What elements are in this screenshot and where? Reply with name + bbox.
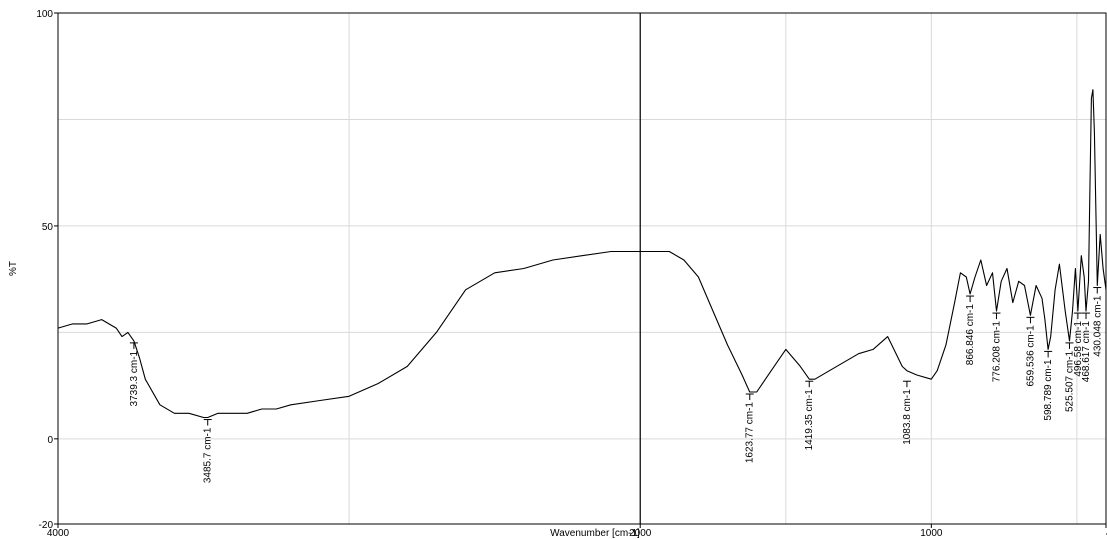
x-tick-label: 2000 (629, 528, 652, 539)
x-tick-label: 1000 (920, 528, 943, 539)
peak-label: 776.208 cm-1 (991, 321, 1002, 383)
plot-frame (57, 12, 1107, 525)
x-axis-label: Wavenumber [cm-1] (550, 528, 640, 539)
y-tick-label: 50 (42, 222, 54, 233)
peak-label: 659.536 cm-1 (1025, 325, 1036, 387)
transmittance-series-line (57, 89, 1107, 419)
peak-label: 1419.35 cm-1 (804, 389, 815, 451)
peak-label: 3739.3 cm-1 (129, 350, 140, 406)
peak-label: 1623.77 cm-1 (745, 402, 756, 464)
peak-label: 1083.8 cm-1 (902, 389, 913, 445)
peak-annotations: 3739.3 cm-1 3485.7 cm-1 1623.77 cm-1 1419.3… (129, 287, 1103, 483)
peak-label: 525.507 cm-1 (1064, 350, 1075, 412)
y-axis-label: %T (8, 261, 19, 276)
peak-label: 3485.7 cm-1 (203, 427, 214, 483)
y-axis-ticks: 100 50 0 -20 (36, 9, 58, 531)
y-tick-label: -20 (39, 520, 54, 531)
peak-label: 598.789 cm-1 (1043, 359, 1054, 421)
y-tick-label: 100 (36, 9, 53, 20)
y-tick-label: 0 (47, 435, 53, 446)
peak-label: 496.58 cm-1 (1073, 321, 1084, 377)
peak-label: 430.048 cm-1 (1092, 295, 1103, 357)
peak-label: 866.846 cm-1 (965, 304, 976, 366)
peak-label: 468.617 cm-1 (1081, 321, 1092, 383)
x-tick-label: 4000 (47, 528, 70, 539)
